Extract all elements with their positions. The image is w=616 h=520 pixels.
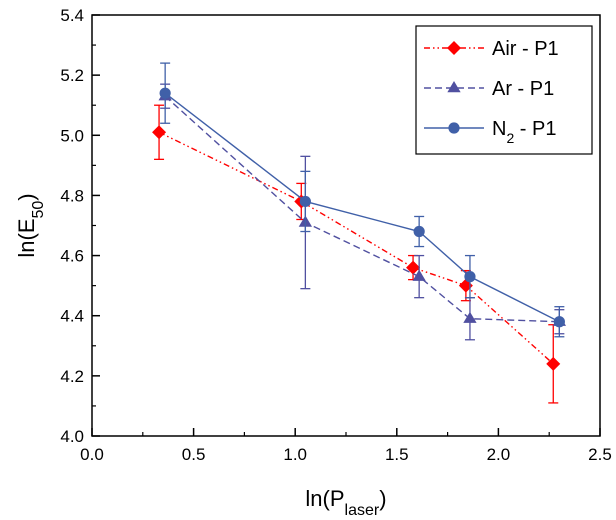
circle-marker — [413, 225, 425, 238]
x-tick-label: 0.5 — [182, 445, 206, 464]
y-tick-label: 5.4 — [60, 6, 84, 25]
diamond-marker — [152, 125, 167, 140]
series-line — [158, 131, 554, 365]
y-tick-label: 4.8 — [60, 186, 84, 205]
diamond-marker — [447, 41, 461, 55]
legend-label: Air - P1 — [492, 38, 559, 60]
triangle-marker — [463, 311, 477, 323]
axis-titles: ln(Plaser) ln(E50) — [14, 193, 387, 518]
y-tick-label: 4.4 — [60, 307, 84, 326]
circle-marker — [464, 271, 476, 283]
diamond-marker — [546, 356, 561, 371]
y-tick-label: 5.0 — [60, 126, 84, 145]
circle-marker — [553, 316, 565, 328]
y-tick-label: 4.2 — [60, 367, 84, 386]
circle-marker — [448, 122, 460, 134]
circle-marker — [299, 195, 311, 208]
x-tick-label: 2.0 — [487, 445, 511, 464]
x-tick-label: 1.5 — [385, 445, 409, 464]
y-axis-title: ln(E50) — [14, 193, 47, 257]
triangle-marker — [412, 269, 426, 281]
legend: Air - P1 Ar - P1 N2 - P1 — [415, 25, 593, 155]
legend-label: N2 - P1 — [492, 118, 557, 146]
legend-label: Ar - P1 — [492, 78, 554, 100]
y-tick-label: 5.2 — [60, 66, 84, 85]
y-tick-label: 4.6 — [60, 247, 84, 266]
series-layer — [152, 62, 567, 404]
triangle-marker — [447, 81, 461, 93]
x-axis-title: ln(Plaser) — [305, 486, 386, 519]
legend-entry: Ar - P1 — [424, 78, 554, 100]
x-tick-label: 2.5 — [588, 445, 612, 464]
diamond-marker — [406, 260, 421, 275]
circle-marker — [159, 87, 171, 99]
legend-entry: Air - P1 — [424, 38, 559, 60]
x-tick-label: 1.0 — [283, 445, 307, 464]
legend-entry: N2 - P1 — [424, 118, 557, 146]
series-2 — [159, 62, 565, 338]
tick-layer: 0.0 0.5 1.0 1.5 2.0 2.5 4.0 4.2 4.4 4.6 4.8 5.0 5.2 5… — [60, 6, 611, 464]
y-tick-label: 4.0 — [60, 427, 84, 446]
x-tick-label: 0.0 — [80, 445, 104, 464]
